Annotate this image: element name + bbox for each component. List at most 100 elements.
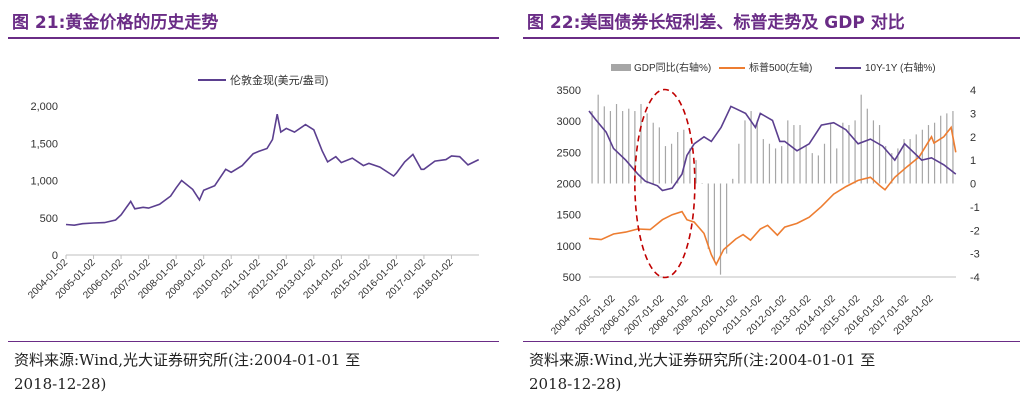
gdp-bar [774,148,777,184]
gdp-bar [628,108,630,184]
gdp-bar [836,148,838,184]
gdp-bar [652,122,654,184]
figure-22-title: 图 22:美国债券长短利差、标普走势及 GDP 对比 [527,13,905,33]
gdp-bar [921,129,923,184]
gdp-bar [823,143,826,184]
gdp-bar [866,108,868,184]
title-rule-left [8,37,499,39]
legend-swatch-gdp [611,64,631,71]
y-tick-label: 0 [52,250,58,262]
y-tick-label: 2,000 [30,101,58,113]
gdp-bar [591,111,593,184]
gdp-bar [634,111,636,184]
gdp-bar [768,143,771,184]
gdp-bar [897,148,899,184]
gdp-bar [878,125,881,184]
gdp-bar [805,146,807,184]
gdp-bar [860,94,862,184]
gdp-bar [695,160,697,184]
gdp-bar [677,132,679,184]
y2-tick-label: 1 [970,155,976,167]
inversion-highlight-ellipse [634,88,696,279]
gdp-bar [817,155,819,184]
gdp-bar [848,125,850,184]
y2-tick-label: 4 [970,85,976,97]
gdp-bar [787,120,789,184]
title-rule-right [523,37,1020,39]
gold-price-line [65,114,480,227]
gdp-bar [658,127,660,184]
source-line-2: 2018-12-28) [14,375,107,393]
source-rule-right [523,341,1020,342]
gdp-bar [689,148,691,184]
gdp-bar [952,111,954,184]
y-tick-label: 3000 [557,116,581,128]
y2-tick-label: -2 [970,225,980,237]
y2-tick-label: 2 [970,132,976,144]
y-tick-label: 500 [563,272,581,284]
y-tick-label: 3500 [557,85,581,97]
y-tick-label: 2500 [557,147,581,159]
y2-tick-label: -3 [970,249,980,261]
gdp-bar [811,153,813,184]
gdp-bar [756,120,758,184]
gdp-bar [872,120,875,184]
gdp-bar [909,139,911,184]
y2-tick-label: -1 [970,202,980,214]
gdp-bar [946,113,948,184]
gdp-bar [664,146,667,184]
gdp-bar [726,183,728,254]
source-line-1: 资料来源:Wind,光大证券研究所(注:2004-01-01 至 [14,351,361,369]
source-rule-left [8,341,499,342]
source-line-1: 资料来源:Wind,光大证券研究所(注:2004-01-01 至 [529,351,876,369]
gdp-bar [640,104,642,184]
spread-sp500-gdp-chart: GDP同比(右轴%) 标普500(左轴) 10Y-1Y (右轴%) 500 1000 15… [549,61,980,337]
y2-tick-label: 0 [970,179,976,191]
source-line-2: 2018-12-28) [529,375,622,393]
legend-label-spread: 10Y-1Y (右轴%) [865,61,936,74]
gdp-bar [713,183,715,261]
gold-price-chart: 伦敦金现(美元/盎司)05001,0001,5002,0002004-01-02… [26,73,480,301]
gdp-bar [750,111,752,184]
gdp-bar [707,183,709,249]
source-note-right: 资料来源:Wind,光大证券研究所(注:2004-01-01 至 2018-12… [529,348,875,396]
gdp-bar [940,115,942,184]
gdp-bar [891,153,893,184]
y-tick-label: 1,000 [30,176,58,188]
gdp-bar [738,143,740,184]
legend-label-sp500: 标普500(左轴) [749,61,812,74]
gdp-bar [933,122,936,184]
gdp-bar [701,183,703,184]
gdp-bar [609,111,612,184]
sp500-line [588,125,957,267]
gdp-bar [885,146,887,184]
gdp-bar [903,139,905,184]
y2-tick-label: 3 [970,108,976,120]
gdp-bar [762,139,764,184]
y-tick-label: 2000 [557,179,581,191]
gdp-bar [793,125,795,184]
y2-tick-label: -4 [970,272,980,284]
y-tick-label: 1000 [557,241,581,253]
gdp-bar [927,125,930,184]
y-tick-label: 500 [40,213,58,225]
legend-label: 伦敦金现(美元/盎司) [230,73,328,87]
source-note-left: 资料来源:Wind,光大证券研究所(注:2004-01-01 至 2018-12… [14,348,360,396]
spread-line [588,105,957,192]
gdp-bar [615,104,618,184]
gdp-bar [854,120,856,184]
gdp-bar [799,125,801,184]
gdp-bar [646,113,648,184]
gdp-bar [670,143,673,184]
gdp-bar [744,120,746,184]
figure-21-title: 图 21:黄金价格的历史走势 [12,13,219,33]
gdp-bar [622,111,624,184]
gdp-bar [603,106,605,184]
gdp-bar [842,122,844,184]
gdp-bar [719,183,722,275]
gdp-bar [683,129,685,184]
y-tick-label: 1500 [557,210,581,222]
gdp-bar [732,178,734,184]
gdp-bar [830,122,832,184]
gdp-bar [781,146,783,184]
